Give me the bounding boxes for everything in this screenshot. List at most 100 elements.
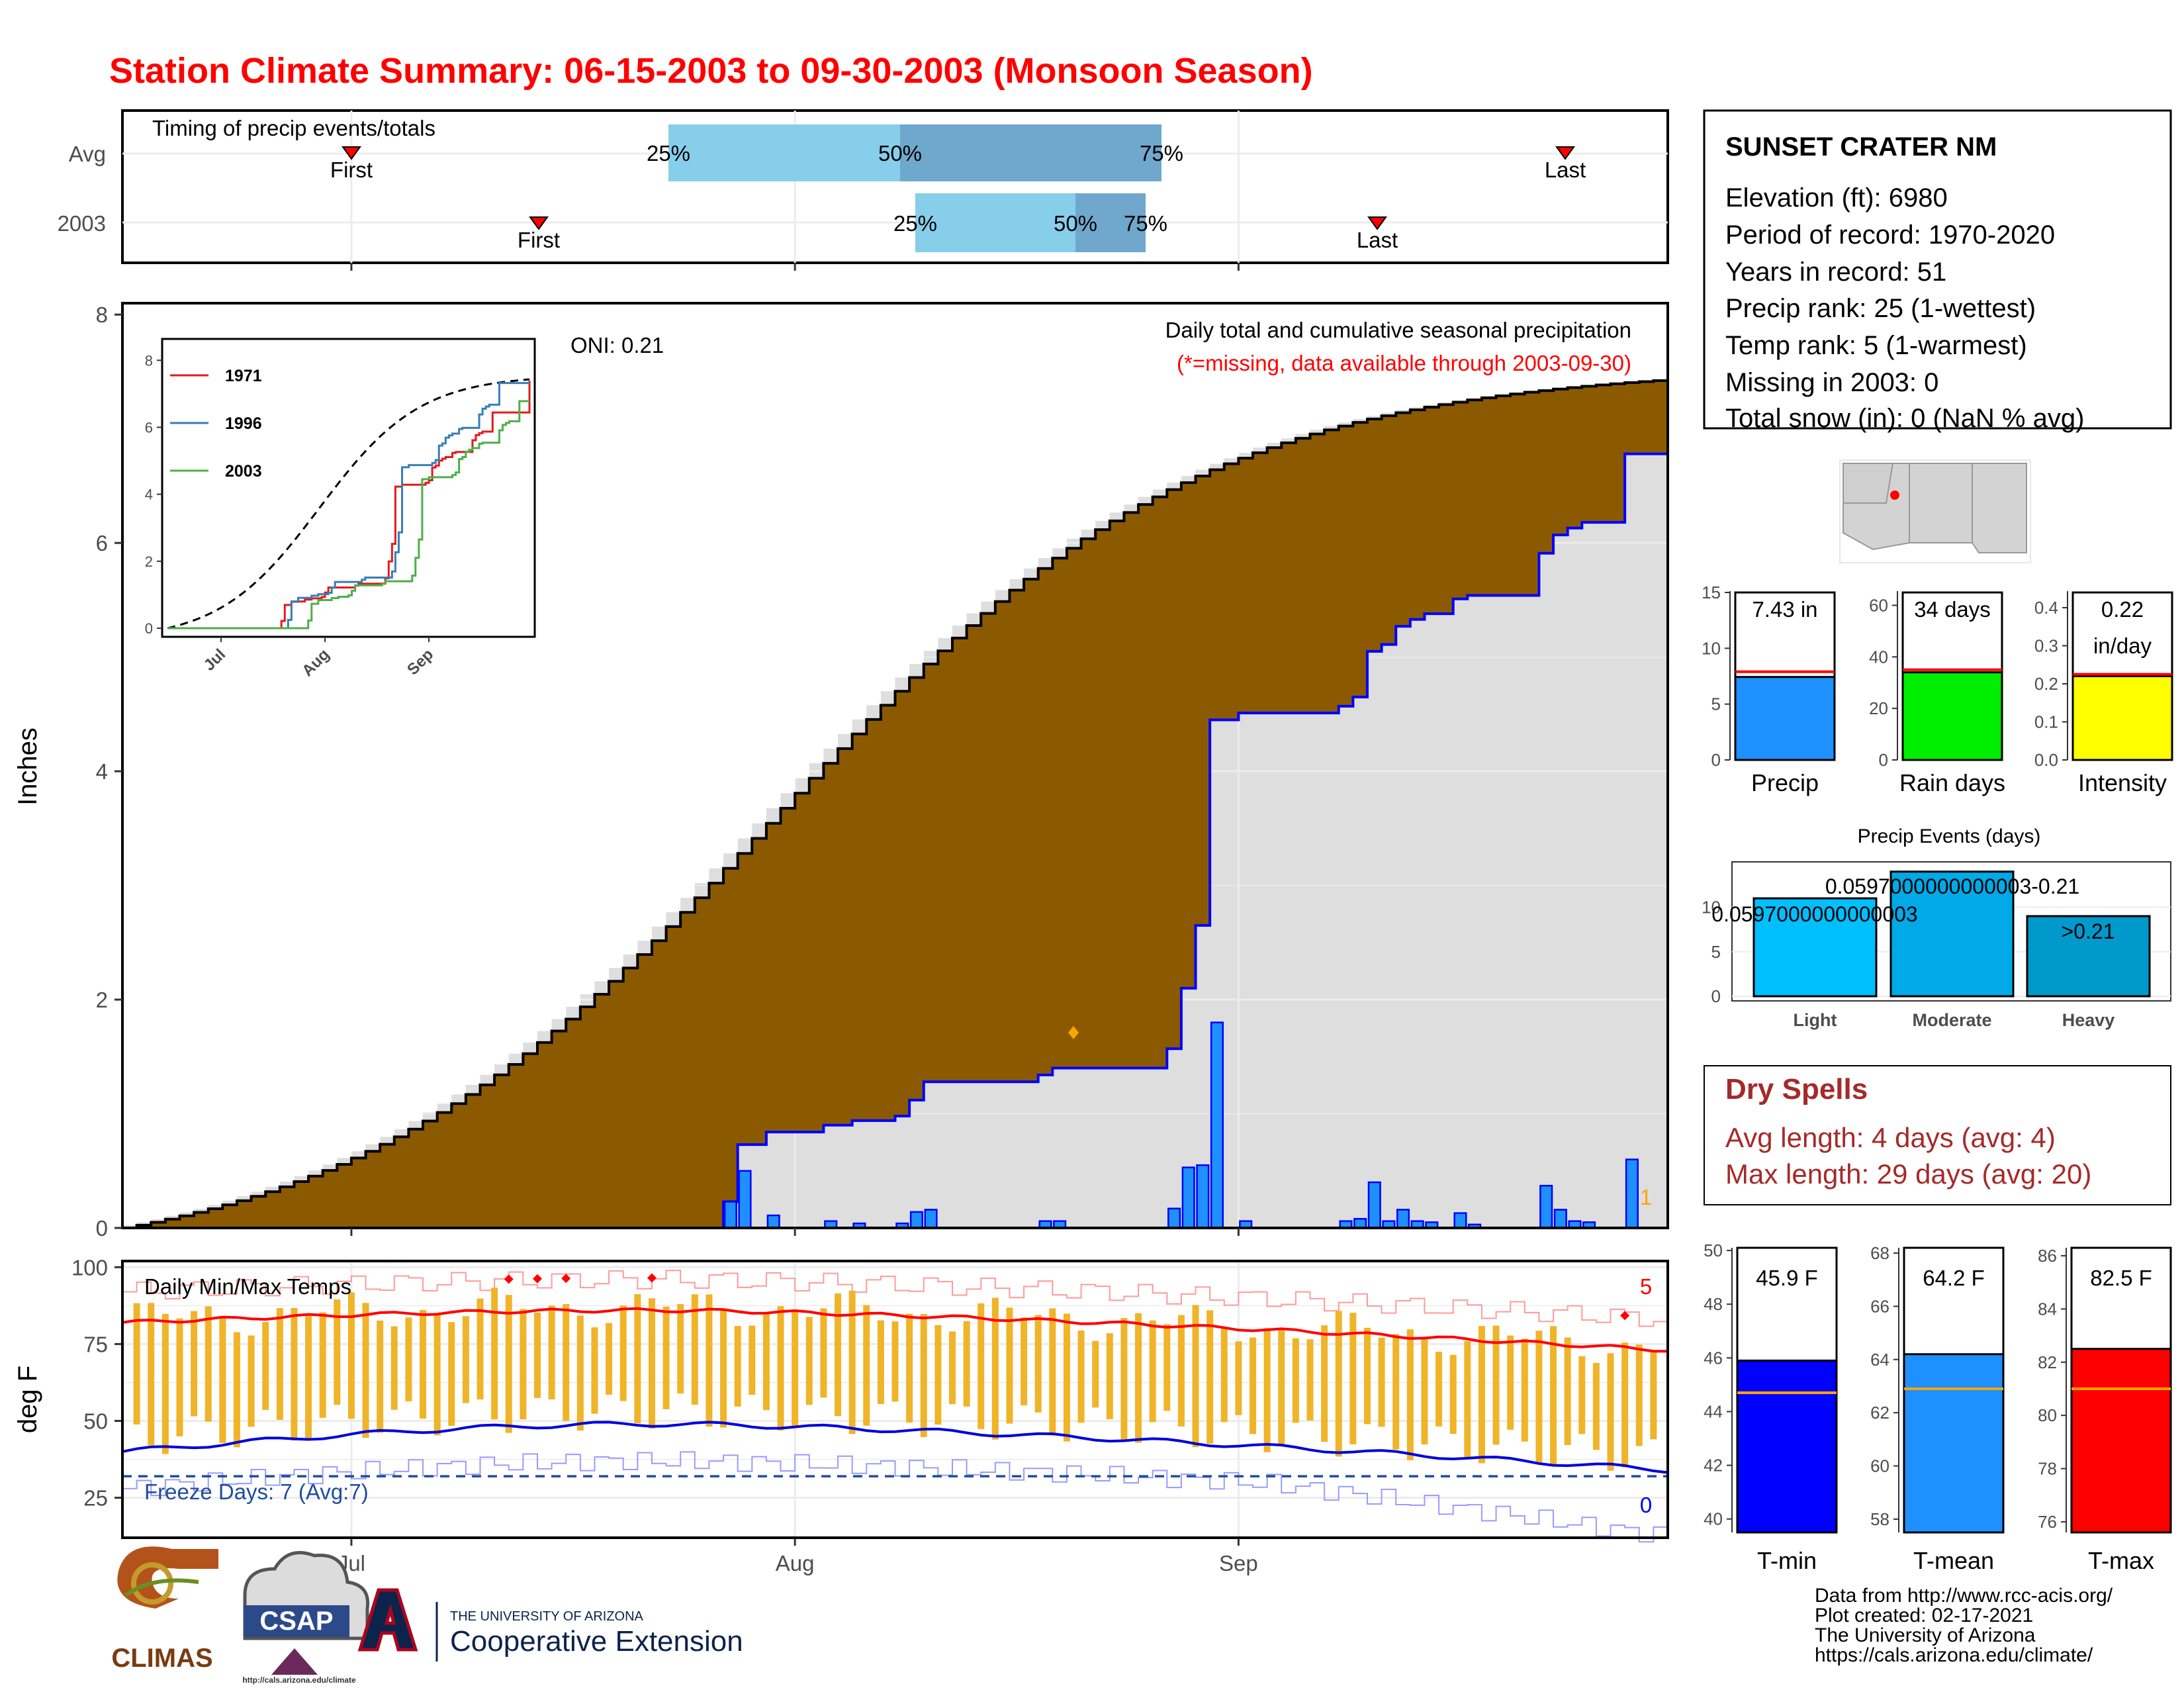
temp-bar-y-tick-label: 46 xyxy=(1704,1348,1723,1368)
climas-logo: CLIMAS xyxy=(111,1546,218,1673)
daily-temp-bar xyxy=(1206,1310,1214,1444)
season-temp-bars: 40 42 44 46 48 50 45.9 F T-min 58 60 62 64 66 68 64.2 … xyxy=(1704,1241,2172,1574)
record-high-marker xyxy=(1620,1311,1630,1321)
daily-temp-bar xyxy=(505,1295,512,1433)
daily-temp-bar xyxy=(1550,1326,1557,1466)
avg-25-50-box xyxy=(668,124,900,181)
stat-value-label: 0.22 xyxy=(2101,597,2144,622)
daily-temp-bar xyxy=(848,1290,856,1434)
daily-temp-bar xyxy=(248,1335,255,1427)
credit-line-2: Plot created: 02-17-2021 xyxy=(1815,1605,2033,1626)
daily-temp-bar xyxy=(477,1298,484,1400)
y2003-last-marker xyxy=(1367,216,1387,230)
temp-bar-y-tick-label: 40 xyxy=(1704,1509,1723,1529)
daily-temp-bar xyxy=(1592,1362,1600,1450)
daily-temp-bar xyxy=(720,1310,727,1428)
oni-label: ONI: 0.21 xyxy=(570,333,664,357)
daily-temp-bar xyxy=(662,1306,670,1409)
daily-temp-bar xyxy=(491,1288,498,1420)
temp-bar-y-tick-label: 80 xyxy=(2038,1405,2057,1425)
low-count: 0 xyxy=(1640,1493,1652,1517)
inset-y-tick-label: 0 xyxy=(145,620,153,637)
daily-temp-bar xyxy=(1363,1327,1371,1425)
daily-temp-bar xyxy=(276,1308,283,1420)
station-name: SUNSET CRATER NM xyxy=(1725,132,1997,162)
daily-temp-bar xyxy=(1535,1331,1543,1464)
events-y-tick-label: 0 xyxy=(1711,986,1721,1006)
missing-note: (*=missing, data available through 2003-… xyxy=(1177,351,1631,375)
daily-temp-bar xyxy=(462,1316,469,1403)
temp-bar-y-tick-label: 60 xyxy=(1870,1456,1889,1476)
daily-temp-bar xyxy=(805,1317,813,1405)
y2003-50-75-box xyxy=(1075,193,1146,252)
daily-temp-bar xyxy=(1263,1328,1271,1452)
timing-label: Timing of precip events/totals xyxy=(152,116,435,140)
y2003-first-label: First xyxy=(518,228,560,252)
stat-y-tick-label: 0 xyxy=(1879,750,1888,770)
daily-temp-bar xyxy=(1292,1338,1299,1423)
locator-map xyxy=(1839,459,2031,563)
station-missing: Missing in 2003: 0 xyxy=(1725,368,1938,397)
daily-temp-bar xyxy=(991,1297,999,1440)
daily-temp-bar xyxy=(233,1332,240,1448)
daily-temp-bar xyxy=(1635,1344,1643,1446)
daily-temp-bar xyxy=(548,1305,555,1399)
daily-temp-bar xyxy=(405,1317,412,1401)
daily-temp-bar xyxy=(1306,1339,1314,1421)
temp-bar-label: T-mean xyxy=(1913,1547,1994,1574)
avg-50-75-box xyxy=(900,124,1161,181)
y2003-p25-label: 25% xyxy=(893,211,937,236)
stat-value-label: in/day xyxy=(2093,633,2152,658)
record-high-marker xyxy=(647,1273,657,1283)
stat-y-tick-label: 0.1 xyxy=(2034,712,2058,732)
season-stat-bars: 0 5 10 15 7.43 in Precip 0 20 40 60 34 days Rain da… xyxy=(1702,583,2173,796)
daily-temp-bar xyxy=(1421,1337,1428,1445)
daily-temp-bar xyxy=(520,1309,527,1420)
avg-p50-label: 50% xyxy=(878,141,922,165)
stat-y-tick-label: 60 xyxy=(1869,595,1888,615)
legend-label: 2003 xyxy=(225,462,262,481)
daily-temp-bar xyxy=(205,1306,212,1422)
temp-bar-y-tick-label: 44 xyxy=(1704,1401,1723,1421)
daily-temp-bar xyxy=(1406,1329,1414,1460)
stat-y-tick-label: 0.2 xyxy=(2034,674,2058,694)
daily-temp-bar xyxy=(1177,1315,1185,1427)
daily-precip-bar xyxy=(924,1209,938,1229)
events-category-label: Heavy xyxy=(2062,1010,2115,1030)
daily-temp-bar xyxy=(191,1311,198,1417)
svg-text:CSAP: CSAP xyxy=(259,1607,333,1636)
temp-bar-fill xyxy=(1736,1359,1838,1534)
y2003-last-label: Last xyxy=(1357,228,1398,252)
daily-precip-bars xyxy=(723,1021,1639,1229)
daily-precip-bar xyxy=(1367,1181,1381,1229)
daily-temp-bar xyxy=(978,1303,985,1429)
events-value-label: 0.0597000000000003 xyxy=(1711,902,1917,926)
events-category-label: Light xyxy=(1794,1010,1837,1030)
daily-temp-bar xyxy=(576,1315,584,1431)
daily-temp-bar xyxy=(1163,1324,1171,1411)
dry-spells-max: Max length: 29 days (avg: 20) xyxy=(1725,1158,2091,1190)
y2003-25-50-box xyxy=(915,193,1075,252)
daily-temp-bar xyxy=(1049,1308,1056,1436)
daily-temp-bar xyxy=(1278,1329,1285,1444)
daily-precip-bar xyxy=(909,1211,923,1229)
daily-temp-bar xyxy=(1621,1342,1629,1468)
daily-precip-bar xyxy=(1625,1158,1639,1229)
freeze-days: Freeze Days: 7 (Avg:7) xyxy=(144,1479,369,1504)
station-info-box: SUNSET CRATER NM Elevation (ft): 6980 Pe… xyxy=(1703,109,2172,433)
daily-temp-bar xyxy=(362,1303,369,1438)
daily-temp-bar xyxy=(734,1326,741,1407)
temp-bar-y-tick-label: 84 xyxy=(2038,1299,2057,1319)
inset-y-tick-label: 2 xyxy=(145,553,153,570)
credit-line-3: The University of Arizona xyxy=(1815,1624,2036,1646)
station-temp-rank: Temp rank: 5 (1-warmest) xyxy=(1725,331,2027,360)
daily-temp-bar xyxy=(1478,1326,1485,1464)
precip-events-chart: Precip Events (days) 0 5 10 Light Moderate He… xyxy=(1702,825,2171,1030)
x-tick-label: Aug xyxy=(776,1551,815,1575)
legend-label: 1971 xyxy=(225,367,262,385)
daily-temp-bar xyxy=(420,1309,427,1419)
daily-temp-bar xyxy=(1335,1311,1342,1457)
record-high-line xyxy=(122,1270,1668,1327)
